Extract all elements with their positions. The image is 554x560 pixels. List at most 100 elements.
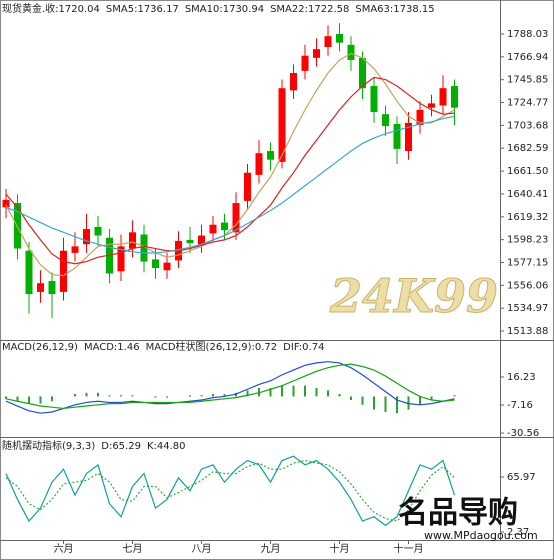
candle-body: [209, 224, 217, 234]
histogram-bar: [51, 396, 53, 402]
y-tick-label: 1513.88: [507, 326, 548, 337]
histogram-bar: [16, 396, 19, 402]
histogram-bar: [327, 390, 329, 397]
candle-body: [290, 73, 297, 91]
candle-body: [278, 88, 286, 162]
histogram-bar: [419, 396, 421, 405]
y-tick-label: 2.37: [507, 527, 529, 538]
histogram-bar: [315, 388, 318, 397]
histogram-bar: [281, 385, 283, 397]
x-tick-label: 九月: [261, 543, 281, 555]
candle-body: [94, 226, 102, 236]
candle-body: [83, 229, 90, 245]
histogram-bar: [131, 395, 134, 397]
legend-entry: 随机摆动指标(9,3,3): [2, 439, 95, 452]
candle-body: [428, 103, 435, 108]
y-tick-label: 1703.68: [507, 120, 548, 131]
histogram-bar: [384, 396, 387, 413]
x-tick-label: 十月: [330, 542, 350, 555]
plots: 1788.03 1766.94 1745.85 1724.77 1703.68 1682.…: [2, 2, 548, 555]
y-tick-label: 1619.32: [507, 212, 548, 223]
histogram-bar: [28, 396, 30, 404]
legend-entry: SMA5:1736.17: [106, 4, 179, 15]
histogram-bar: [212, 394, 214, 397]
y-tick-label: 1577.15: [507, 257, 548, 268]
histogram-bar: [108, 395, 111, 397]
y-tick-label: -30.56: [507, 428, 539, 439]
y-tick-label: -7.16: [507, 400, 533, 411]
candle-body: [140, 234, 148, 262]
candle-body: [451, 86, 458, 108]
histogram-bar: [373, 396, 375, 410]
candle-body: [48, 281, 56, 295]
legend-entry: MACD:1.46: [84, 342, 140, 353]
x-tick-label: 七月: [123, 543, 143, 555]
candle-body: [313, 49, 320, 58]
candle-body: [439, 88, 447, 106]
candle-body: [152, 259, 159, 269]
histogram-bar: [5, 396, 7, 399]
histogram-bar: [189, 395, 191, 397]
candle-body: [347, 44, 355, 61]
legend-entry: 现货黄金.收:1720.04: [2, 2, 100, 15]
y-tick-label: 1556.06: [507, 280, 548, 291]
y-tick-label: 16.23: [507, 372, 536, 383]
histogram-bar: [292, 385, 295, 397]
y-tick-label: 1724.77: [507, 98, 548, 109]
histogram-bar: [74, 394, 76, 397]
candle-body: [336, 34, 343, 43]
candle-body: [393, 123, 401, 149]
histogram-bar: [430, 396, 433, 401]
histogram-bar: [361, 396, 364, 405]
candle-body: [301, 55, 309, 71]
candle-body: [117, 246, 125, 272]
legend-entry: D:65.29: [101, 441, 141, 452]
y-tick-label: 1766.94: [507, 52, 548, 63]
x-tick-label: 八月: [192, 543, 212, 555]
candle-body: [416, 109, 424, 126]
candle-body: [232, 203, 240, 233]
histogram-bar: [154, 396, 157, 398]
histogram-bar: [200, 395, 203, 397]
histogram-bar: [39, 396, 42, 404]
histogram-bar: [246, 390, 249, 397]
y-tick-label: 1788.03: [507, 29, 548, 40]
candle-body: [129, 232, 136, 249]
y-tick-label: 65.97: [507, 472, 536, 483]
candle-body: [37, 283, 44, 292]
candle-body: [25, 250, 33, 295]
legend-entry: SMA10:1730.94: [185, 4, 264, 15]
y-tick-label: 1640.41: [507, 189, 548, 200]
line-series: [5, 361, 455, 414]
candle-body: [163, 262, 171, 271]
histogram-bar: [269, 388, 272, 397]
histogram-bar: [338, 394, 341, 397]
legend-entry: SMA22:1722.58: [270, 4, 349, 15]
legend-entry: MACD(26,12,9): [2, 342, 78, 353]
candle-body: [198, 235, 205, 246]
line-series: [5, 455, 456, 527]
y-tick-label: 1661.50: [507, 166, 548, 177]
y-tick-label: 1534.97: [507, 303, 548, 314]
candle-body: [370, 86, 378, 113]
histogram-bar: [396, 396, 398, 414]
candle-body: [359, 57, 366, 89]
line-series: [5, 363, 455, 410]
y-tick-label: 1598.23: [507, 235, 548, 246]
histogram-bar: [223, 394, 226, 397]
line-series: [5, 459, 455, 522]
candle-body: [255, 153, 263, 175]
histogram-bar: [453, 395, 456, 397]
candle-body: [405, 122, 412, 152]
watermark-logo: 24K99: [329, 269, 498, 323]
histogram-bar: [304, 385, 306, 397]
y-tick-label: 1745.85: [507, 75, 548, 86]
histogram-bar: [97, 392, 99, 397]
legend-entry: K:44.80: [147, 441, 186, 452]
candle-body: [60, 250, 67, 292]
legend-entry: DIF:0.74: [283, 342, 324, 353]
y-tick-label: 1682.59: [507, 143, 548, 154]
line-series: [5, 115, 455, 254]
